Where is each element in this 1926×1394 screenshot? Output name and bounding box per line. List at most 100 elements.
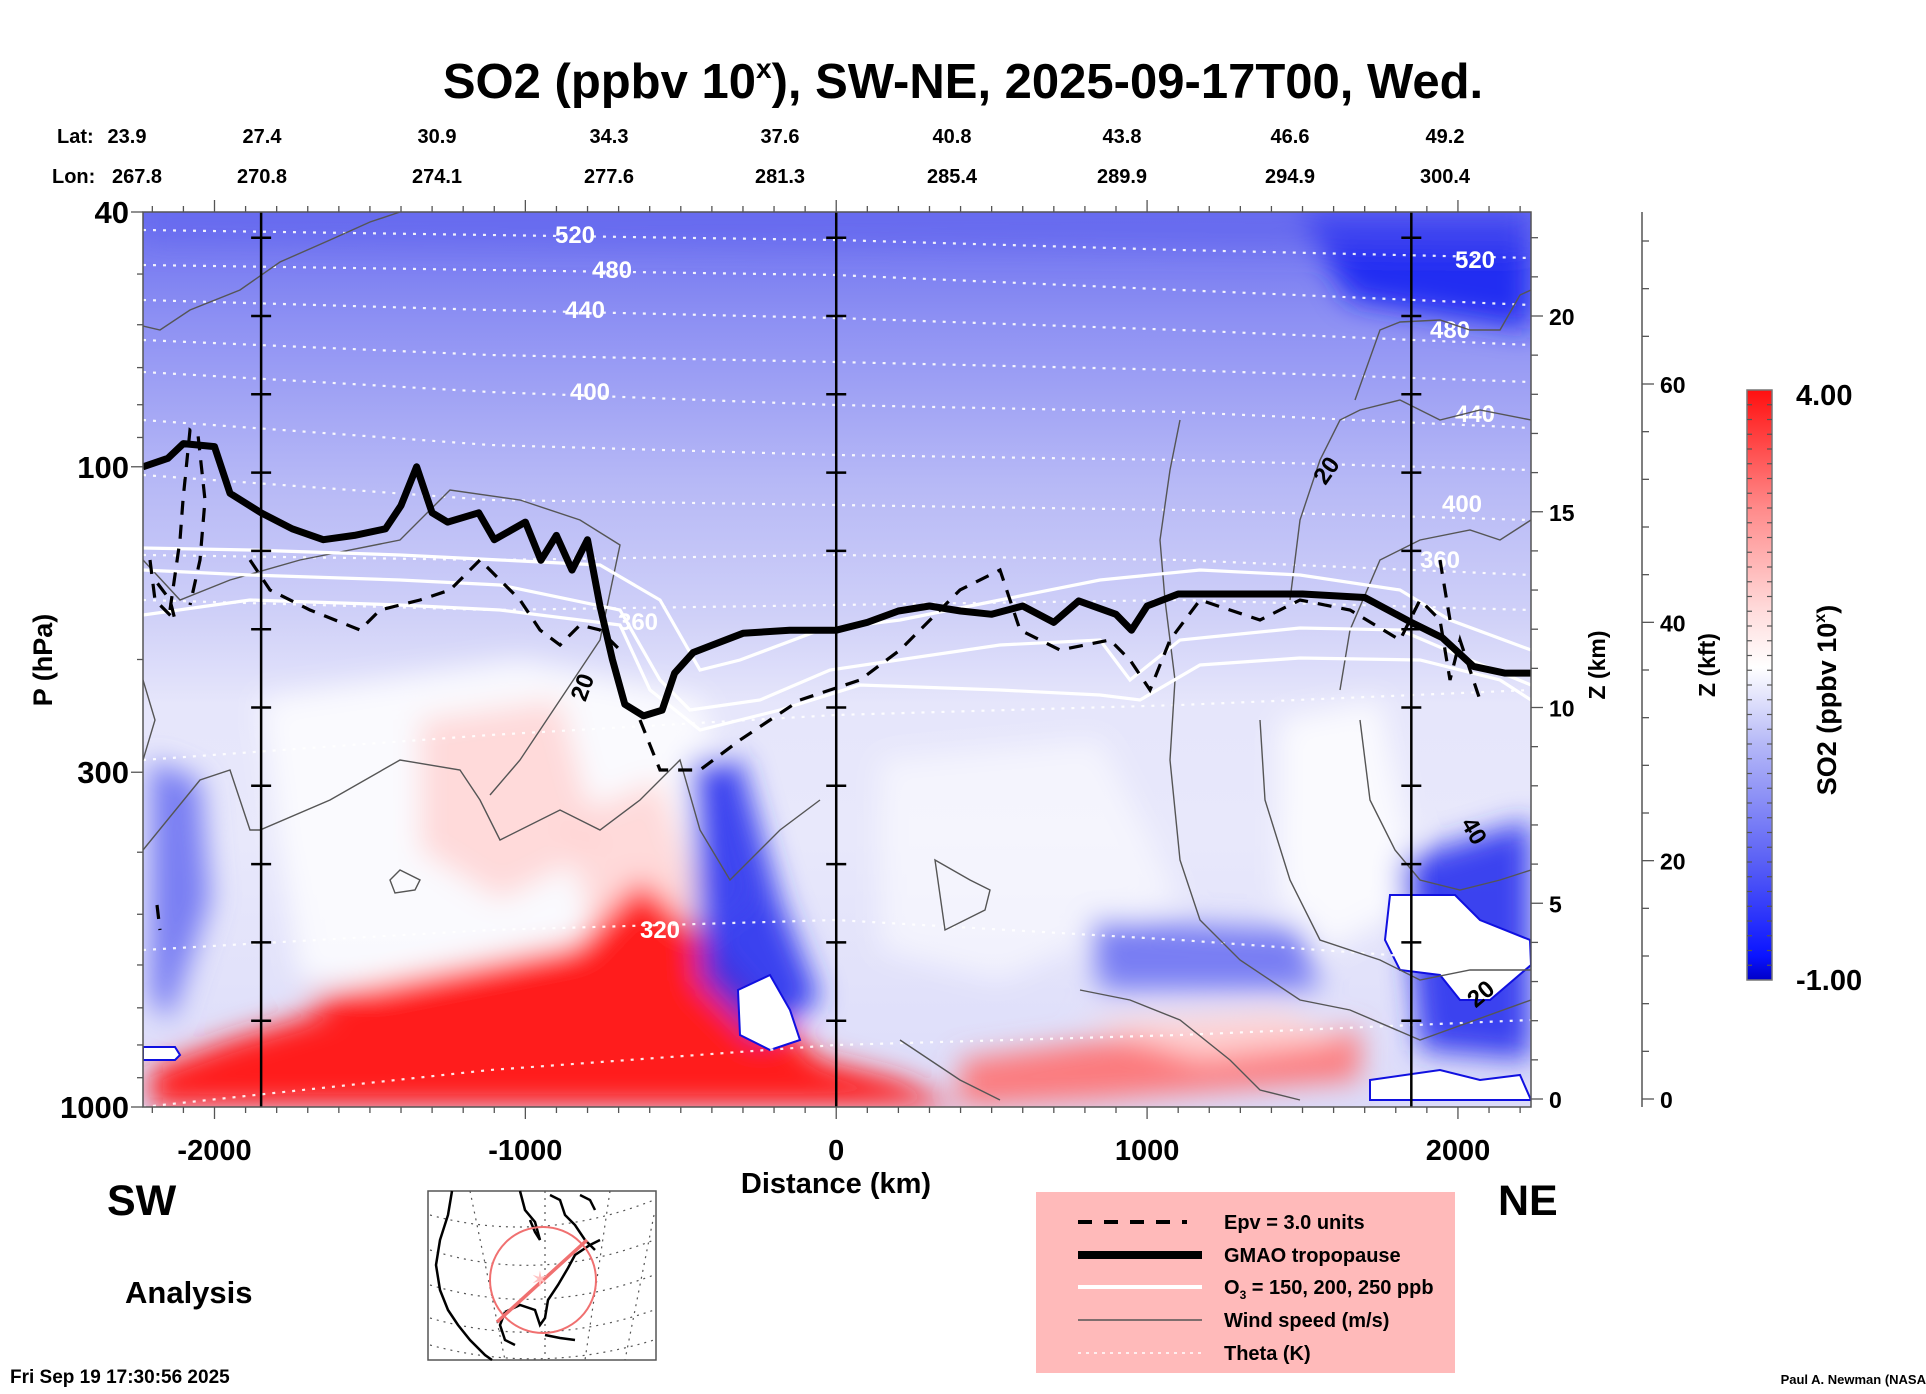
z-km-tick-label: 10 — [1549, 696, 1575, 722]
lat-value: 27.4 — [243, 126, 283, 148]
masked-region — [143, 1046, 182, 1061]
epv-contour — [148, 559, 178, 626]
theta-contour — [143, 918, 1531, 967]
x-tick-label: 0 — [828, 1135, 844, 1167]
wind-speed-contour — [1159, 419, 1531, 1041]
theta-contour — [143, 598, 1531, 612]
z-km-tick-label: 20 — [1549, 304, 1575, 330]
tropopause-line — [143, 440, 1531, 720]
colorbar-min-label: -1.00 — [1796, 965, 1862, 997]
theta-contour-label: 320 — [640, 917, 680, 944]
so2-anomaly-region — [1090, 920, 1320, 990]
timestamp: Fri Sep 19 17:30:56 2025 — [10, 1367, 230, 1388]
theta-contour — [143, 263, 1531, 307]
legend-item-epv: Epv = 3.0 units — [1078, 1212, 1365, 1234]
wind-speed-contour — [1359, 719, 1531, 891]
svg-text:Epv = 3.0 units: Epv = 3.0 units — [1224, 1212, 1365, 1234]
theta-contour — [143, 370, 1531, 430]
y-axis-z-km: 0 5 10 15 20 — [1531, 237, 1575, 1113]
wind-speed-contour — [143, 758, 821, 882]
wind-speed-contour — [1289, 399, 1531, 601]
z-kft-tick-label: 40 — [1660, 610, 1686, 636]
theta-contour-label: 400 — [570, 379, 610, 406]
z-km-axis-label: Z (km) — [1584, 631, 1610, 700]
legend-item-wind: Wind speed (m/s) — [1078, 1310, 1389, 1332]
z-kft-axis-label: Z (kft) — [1694, 633, 1720, 697]
legend-item-ozone: O3 = 150, 200, 250 ppb — [1078, 1277, 1434, 1302]
lon-label: Lon: — [52, 166, 95, 188]
lat-value: 37.6 — [761, 126, 800, 148]
lat-value: 34.3 — [590, 126, 629, 148]
y-tick-label: 300 — [77, 755, 129, 790]
direction-label-ne: NE — [1498, 1177, 1558, 1225]
x-tick-label: 1000 — [1115, 1135, 1180, 1167]
epv-contour — [638, 567, 1482, 772]
svg-text:Theta (K): Theta (K) — [1224, 1343, 1311, 1365]
theta-contour — [143, 228, 1531, 260]
lon-value: 270.8 — [237, 166, 287, 188]
wind-speed-contour — [934, 858, 991, 932]
legend-item-theta: Theta (K) — [1078, 1343, 1311, 1365]
legend-item-tropopause: GMAO tropopause — [1078, 1245, 1401, 1267]
theta-contour — [143, 553, 1531, 577]
y-tick-label: 100 — [77, 450, 129, 485]
so2-anomaly-region — [690, 760, 820, 1040]
y-tick-label: 1000 — [60, 1090, 129, 1125]
so2-anomaly-region — [880, 740, 1180, 980]
colorbar-label: SO2 (ppbv 10x) — [1812, 605, 1842, 795]
theta-contour — [143, 1018, 1531, 1107]
so2-anomaly-region — [1080, 1010, 1350, 1060]
x-axis-label: Distance (km) — [741, 1168, 931, 1200]
map-inset: ✶ — [427, 1190, 657, 1362]
y-axis-z-kft: 0 20 40 60 — [1641, 212, 1686, 1113]
y-axis-label: P (hPa) — [28, 614, 58, 707]
epv-contour — [248, 557, 622, 652]
lon-value: 281.3 — [755, 166, 805, 188]
theta-contour-label: 440 — [565, 297, 605, 324]
z-kft-tick-label: 20 — [1660, 849, 1686, 875]
x-tick-label: 2000 — [1426, 1135, 1491, 1167]
svg-text:O3 = 150, 200, 250 ppb: O3 = 150, 200, 250 ppb — [1224, 1277, 1434, 1302]
epv-contours — [148, 427, 1482, 931]
lon-value: 267.8 — [112, 166, 162, 188]
wind-speed-contour — [1259, 719, 1531, 981]
wind-speed-contour — [899, 1039, 1001, 1101]
so2-anomaly-region — [150, 760, 210, 1020]
x-tick-label: -1000 — [488, 1135, 562, 1167]
theta-contour-label: 400 — [1442, 491, 1482, 518]
theta-contour — [143, 418, 1531, 472]
theta-contour — [143, 298, 1531, 347]
x-axis: -2000 -1000 0 1000 2000 — [151, 200, 1521, 1167]
so2-anomaly-region — [300, 940, 660, 1060]
so2-anomaly-region — [420, 700, 600, 900]
svg-text:GMAO tropopause: GMAO tropopause — [1224, 1245, 1401, 1267]
wind-speed-contour — [143, 679, 156, 761]
colorbar-max-label: 4.00 — [1796, 380, 1852, 412]
map-center-star-icon: ✶ — [531, 1267, 549, 1292]
lat-value: 30.9 — [418, 126, 457, 148]
analysis-label: Analysis — [125, 1275, 253, 1310]
z-kft-tick-label: 0 — [1660, 1087, 1673, 1113]
theta-contour — [143, 688, 1531, 762]
lon-value: 300.4 — [1420, 166, 1471, 188]
lon-value: 274.1 — [412, 166, 462, 188]
lat-value: 43.8 — [1103, 126, 1142, 148]
lat-value: 49.2 — [1426, 126, 1465, 148]
map-range-circle — [489, 1226, 597, 1334]
y-tick-label: 40 — [95, 195, 129, 230]
lat-value: 40.8 — [933, 126, 972, 148]
z-km-tick-label: 0 — [1549, 1087, 1562, 1113]
colorbar: 4.00 -1.00 SO2 (ppbv 10x) — [1746, 380, 1862, 997]
lat-value: 46.6 — [1271, 126, 1310, 148]
masked-region — [1383, 894, 1531, 1001]
lon-value: 294.9 — [1265, 166, 1315, 188]
wind-speed-contour — [389, 869, 421, 894]
wind-speed-contour — [1079, 989, 1301, 1101]
vertical-markers — [251, 212, 1422, 1107]
theta-contour-label: 480 — [1430, 317, 1470, 344]
theta-contour — [143, 473, 1531, 522]
theta-contour-label: 480 — [592, 257, 632, 284]
ozone-contour — [143, 598, 1531, 732]
